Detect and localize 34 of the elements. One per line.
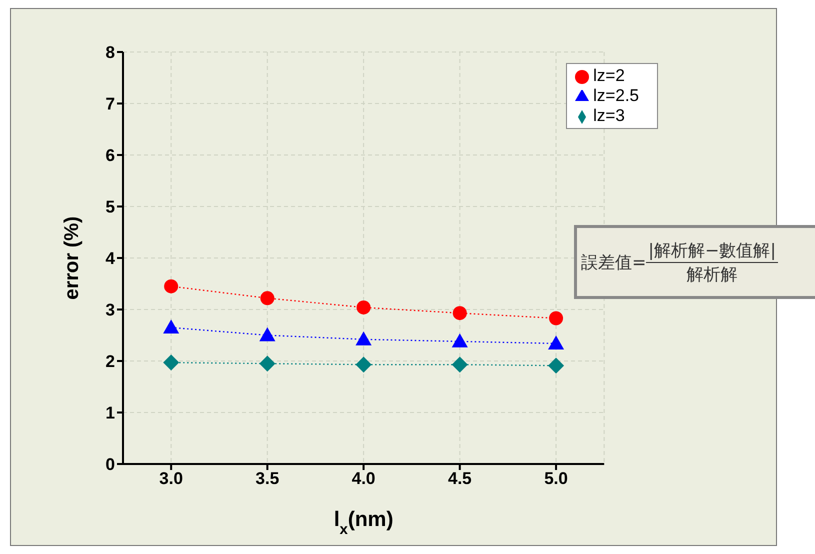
legend-label: lz=2.5 (593, 86, 639, 105)
legend-label: lz=2 (593, 66, 625, 85)
y-axis-title: error (%) (61, 216, 83, 300)
point (548, 335, 564, 350)
y-tick-label: 4 (106, 249, 116, 268)
x-tick-label: 4.5 (448, 469, 472, 488)
y-tick-label: 5 (106, 198, 115, 217)
point (260, 291, 274, 306)
point (452, 333, 468, 348)
point (452, 306, 467, 320)
point (548, 358, 564, 374)
y-tick-label: 2 (106, 352, 115, 372)
point (259, 327, 276, 342)
point (356, 331, 372, 346)
point (356, 356, 372, 373)
legend-label: lz=3 (593, 106, 625, 125)
y-tick-label: 8 (106, 43, 115, 62)
point (259, 356, 276, 372)
x-tick-label: 4.0 (352, 469, 376, 488)
y-tick-label: 7 (106, 94, 115, 114)
point (452, 356, 468, 373)
point (163, 320, 180, 334)
y-tick-label: 6 (106, 146, 115, 166)
point (164, 279, 178, 294)
point (163, 354, 180, 371)
point (549, 311, 564, 326)
x-tick-label: 3.0 (159, 469, 183, 488)
point (356, 300, 371, 314)
y-tick-label: 1 (106, 404, 115, 423)
x-tick-label: 3.5 (256, 469, 280, 488)
x-axis-title: l$_{x}$(nm) (334, 508, 394, 538)
y-tick-label: 0 (106, 455, 115, 474)
x-tick-label: 5.0 (544, 469, 568, 488)
y-tick-label: 3 (106, 300, 115, 320)
